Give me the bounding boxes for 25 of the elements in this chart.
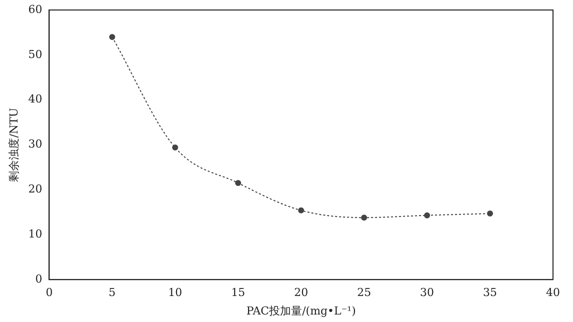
point <box>109 34 116 40</box>
x-tick-label: 0 <box>46 286 53 300</box>
x-tick-label: 40 <box>546 286 560 300</box>
point <box>424 212 430 218</box>
point <box>298 207 304 214</box>
y-tick-label: 40 <box>28 92 42 106</box>
point <box>361 214 368 221</box>
y-tick-label: 60 <box>28 2 42 16</box>
x-tick-label: 35 <box>483 286 498 300</box>
point <box>172 144 178 150</box>
x-tick-label: 20 <box>294 286 308 300</box>
y-tick-label: 0 <box>35 272 42 286</box>
x-tick-label: 25 <box>357 286 372 300</box>
y-tick-label: 50 <box>28 48 42 61</box>
y-tick-label: 30 <box>28 138 42 151</box>
point <box>235 180 242 186</box>
x-axis-title: PAC投加量/(mg•L⁻¹) <box>246 304 356 318</box>
x-tick-label: 5 <box>108 286 116 300</box>
y-axis-title: 剩余浊度/NTU <box>7 108 20 182</box>
y-tick-label: 10 <box>28 228 42 241</box>
x-tick-label: 15 <box>231 286 246 300</box>
x-tick-label: 30 <box>420 286 434 300</box>
y-tick-label: 20 <box>28 182 42 196</box>
x-tick-label: 10 <box>168 286 182 300</box>
point <box>487 210 494 217</box>
